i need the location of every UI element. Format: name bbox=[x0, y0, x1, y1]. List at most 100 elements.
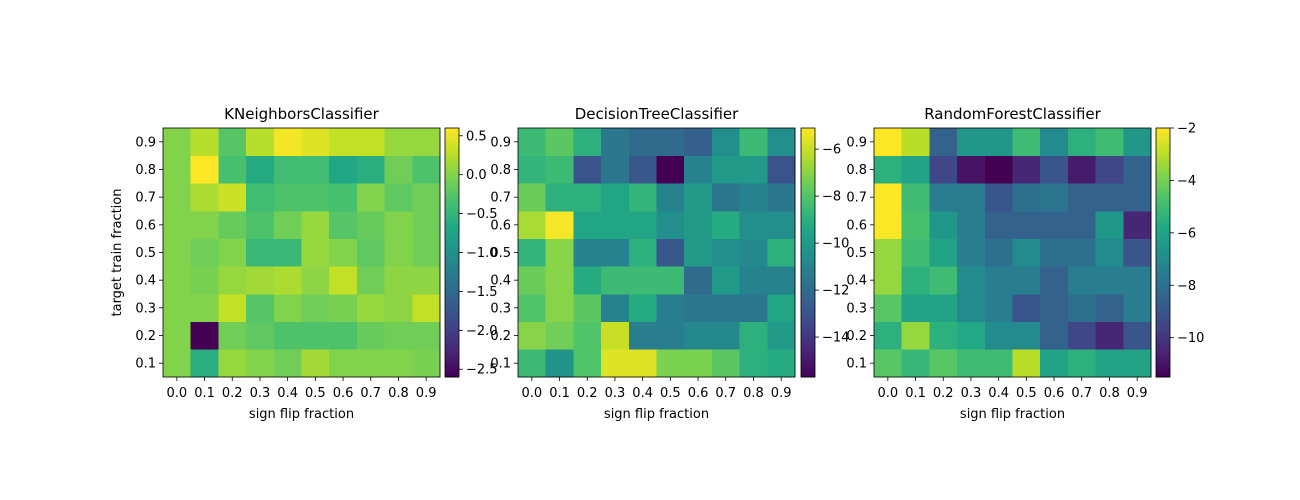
heatmap-cell bbox=[329, 128, 358, 157]
heatmap-cell bbox=[356, 266, 385, 295]
colorbar-segment bbox=[1156, 161, 1170, 164]
heatmap-cell bbox=[901, 183, 930, 212]
colorbar-segment bbox=[801, 213, 815, 216]
heatmap-cell bbox=[1012, 211, 1041, 240]
colorbar-segment bbox=[445, 314, 459, 318]
colorbar-tick-label: −0.5 bbox=[466, 207, 498, 222]
colorbar-segment bbox=[445, 345, 459, 349]
colorbar-segment bbox=[801, 264, 815, 268]
colorbar-segment bbox=[1156, 159, 1170, 162]
heatmap-cell bbox=[1067, 266, 1096, 295]
heatmap-cell bbox=[301, 266, 330, 295]
heatmap-cell bbox=[246, 349, 275, 378]
heatmap-cell bbox=[273, 238, 302, 267]
colorbar-segment bbox=[801, 279, 815, 283]
heatmap-cell bbox=[901, 238, 930, 267]
colorbar-segment bbox=[801, 296, 815, 299]
heatmap-cell bbox=[190, 266, 219, 295]
heatmap-cell bbox=[1123, 238, 1152, 267]
heatmap-cell bbox=[656, 183, 685, 212]
colorbar-segment bbox=[801, 211, 815, 214]
heatmap-cell bbox=[767, 155, 796, 184]
x-tick-label: 0.4 bbox=[632, 386, 653, 401]
heatmap-cell bbox=[656, 211, 685, 240]
colorbar-segment bbox=[1156, 298, 1170, 301]
colorbar-segment bbox=[1156, 246, 1170, 249]
heatmap-cell bbox=[273, 128, 302, 157]
heatmap-cell bbox=[1095, 128, 1124, 157]
y-tick-label: 0.1 bbox=[490, 357, 511, 372]
x-tick-label: 0.8 bbox=[1099, 386, 1120, 401]
colorbar-tick-label: −2.5 bbox=[466, 363, 498, 378]
heatmap-cell bbox=[1095, 155, 1124, 184]
colorbar-segment bbox=[801, 294, 815, 297]
heatmap-cell bbox=[246, 238, 275, 267]
heatmap-cell bbox=[739, 321, 768, 350]
heatmap-cell bbox=[246, 183, 275, 212]
colorbar-segment bbox=[445, 312, 459, 316]
heatmap-cell bbox=[684, 183, 713, 212]
heatmap-cell bbox=[246, 321, 275, 350]
colorbar-segment bbox=[445, 169, 459, 173]
heatmap-cell bbox=[190, 321, 219, 350]
colorbar-segment bbox=[445, 150, 459, 154]
heatmap-cell bbox=[957, 128, 986, 157]
colorbar-segment bbox=[445, 370, 459, 374]
heatmap-cell bbox=[573, 183, 602, 212]
heatmap-cell bbox=[518, 266, 547, 295]
colorbar-segment bbox=[801, 163, 815, 166]
x-tick-label: 0.4 bbox=[988, 386, 1009, 401]
colorbar-segment bbox=[1156, 248, 1170, 251]
colorbar-segment bbox=[801, 148, 815, 152]
colorbar-segment bbox=[801, 204, 815, 208]
heatmap-cell bbox=[984, 321, 1013, 350]
heatmap-cell bbox=[1095, 266, 1124, 295]
heatmap-cell bbox=[684, 294, 713, 323]
heatmap-cell bbox=[545, 183, 574, 212]
heatmap-cell bbox=[684, 321, 713, 350]
x-tick-label: 0.5 bbox=[660, 386, 681, 401]
colorbar-segment bbox=[445, 289, 459, 293]
heatmap-cell bbox=[1040, 349, 1069, 378]
heatmap-cell bbox=[218, 183, 247, 212]
colorbar-segment bbox=[445, 134, 459, 137]
x-tick-label: 0.3 bbox=[961, 386, 982, 401]
heatmap-cell bbox=[246, 266, 275, 295]
heatmap-cell bbox=[901, 266, 930, 295]
heatmap-cell bbox=[190, 294, 219, 323]
colorbar-segment bbox=[1156, 175, 1170, 179]
colorbar-segment bbox=[801, 167, 815, 171]
colorbar-segment bbox=[801, 146, 815, 150]
colorbar-segment bbox=[801, 196, 815, 200]
heatmap-cell bbox=[711, 155, 740, 184]
heatmap-panel-1: 0.0 0.1 0.2 0.3 0.4 0.5 0.6 0.7 0.8 0.9 0.1 0.2 0.3 0… bbox=[110, 105, 498, 422]
y-tick-label: 0.9 bbox=[846, 135, 867, 150]
heatmap-cell bbox=[573, 321, 602, 350]
colorbar-segment bbox=[801, 192, 815, 195]
x-tick-label: 0.8 bbox=[743, 386, 764, 401]
colorbar-segment bbox=[1156, 229, 1170, 233]
heatmap-cell bbox=[1067, 211, 1096, 240]
colorbar-segment bbox=[445, 246, 459, 249]
y-tick-label: 0.6 bbox=[490, 218, 511, 233]
x-tick-label: 0.9 bbox=[771, 386, 792, 401]
heatmap-cell bbox=[1067, 349, 1096, 378]
heatmap-cell bbox=[163, 128, 192, 157]
heatmap-cell bbox=[929, 349, 958, 378]
heatmap-cell bbox=[384, 349, 413, 378]
heatmap-cell bbox=[984, 183, 1013, 212]
colorbar-segment bbox=[445, 310, 459, 314]
colorbar-segment bbox=[445, 211, 459, 214]
colorbar-segment bbox=[445, 267, 459, 270]
colorbar-segment bbox=[445, 237, 459, 241]
heatmap-cell bbox=[545, 238, 574, 267]
colorbar-segment bbox=[1156, 323, 1170, 326]
colorbar-tick-label: −8 bbox=[822, 190, 841, 205]
heatmap-cell bbox=[628, 321, 657, 350]
heatmap-cell bbox=[874, 211, 903, 240]
heatmap-cell bbox=[957, 266, 986, 295]
x-tick-label: 0.3 bbox=[605, 386, 626, 401]
colorbar-segment bbox=[801, 138, 815, 141]
x-tick-label: 0.4 bbox=[277, 386, 298, 401]
colorbar-segment bbox=[445, 179, 459, 183]
